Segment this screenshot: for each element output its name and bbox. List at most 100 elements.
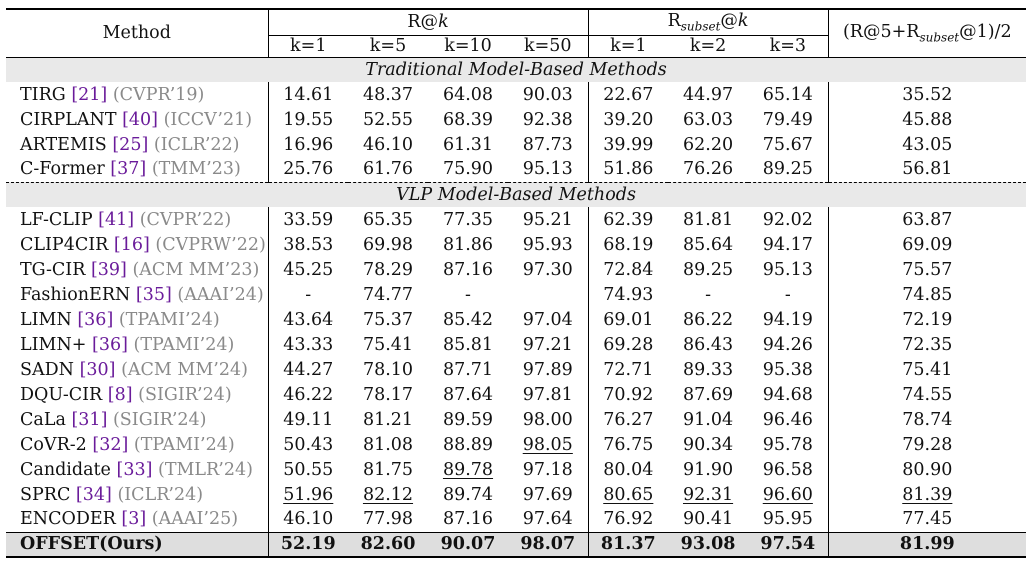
value-text: 72.71 [603, 359, 654, 380]
value-cell: 62.39 [587, 207, 669, 232]
venue-label: (ACM MM’23) [132, 259, 260, 280]
value-cell: 82.60 [348, 531, 428, 558]
value-text: 85.42 [442, 309, 494, 330]
value-text: 72.84 [603, 259, 654, 280]
value-text: 96.46 [762, 409, 813, 430]
citation-link[interactable]: [36] [92, 334, 128, 355]
venue-label: (TPAMI’24) [118, 309, 220, 330]
value-cell: 44.97 [668, 82, 748, 107]
value-text: 88.89 [442, 434, 494, 455]
citation-link[interactable]: [30] [79, 359, 116, 380]
citation-link[interactable]: [35] [135, 284, 172, 305]
citation-link[interactable]: [41] [98, 209, 135, 230]
method-name: TG-CIR [20, 259, 86, 280]
value-text: 51.86 [603, 159, 654, 180]
value-text: 75.57 [902, 259, 953, 280]
value-text: 70.92 [603, 384, 654, 405]
venue-label: (CVPR’22) [139, 209, 232, 230]
venue-label: (AAAI’24) [177, 284, 264, 305]
method-name: CLIP4CIR [20, 234, 109, 255]
citation-link[interactable]: [34] [75, 484, 112, 505]
value-cell: 61.76 [348, 157, 428, 182]
citation-link[interactable]: [3] [121, 509, 147, 530]
citation-link[interactable]: [32] [92, 434, 129, 455]
value-text: 74.85 [902, 284, 953, 305]
value-text: 92.38 [522, 109, 573, 130]
value-cell: 85.81 [428, 332, 508, 357]
value-text: 44.97 [682, 84, 734, 105]
value-cell: 76.75 [587, 432, 669, 457]
value-cell: 97.64 [508, 507, 588, 532]
citation-link[interactable]: [21] [71, 84, 108, 105]
value-cell: 89.59 [428, 407, 508, 432]
value-cell: 81.37 [587, 531, 669, 558]
value-cell: 94.17 [748, 232, 829, 257]
value-cell: 97.18 [508, 457, 588, 482]
value-cell: 95.21 [508, 207, 588, 232]
citation-link[interactable]: [39] [90, 259, 127, 280]
method-name: ENCODER [20, 509, 116, 530]
subheader-r-col: k=10 [428, 34, 508, 58]
value-cell: 91.04 [668, 407, 748, 432]
method-name: CIRPLANT [20, 109, 117, 130]
value-cell: 97.30 [508, 257, 588, 282]
value-text: 94.26 [762, 334, 813, 355]
value-cell: 81.08 [348, 432, 428, 457]
value-text: 98.07 [520, 534, 576, 555]
citation-link[interactable]: [31] [71, 409, 108, 430]
table-row: TG-CIR [39] (ACM MM’23) 45.25 78.29 87.16 97… [6, 257, 1026, 282]
value-cell: 56.81 [828, 157, 1026, 182]
value-cell: 94.68 [748, 382, 829, 407]
value-text: 82.60 [360, 534, 416, 555]
value-text: 74.77 [362, 284, 414, 305]
value-text: 82.12 [362, 484, 414, 505]
value-cell: 82.12 [348, 482, 428, 507]
value-cell: 50.43 [268, 432, 348, 457]
method-cell: LIMN [36] (TPAMI’24) [6, 307, 269, 332]
citation-link[interactable]: [40] [122, 109, 159, 130]
table-row: FashionERN [35] (AAAI’24) - 74.77 - 74.93 - - 7… [6, 282, 1026, 307]
value-cell: 65.35 [348, 207, 428, 232]
value-text: 43.64 [283, 309, 334, 330]
citation-link[interactable]: [36] [77, 309, 114, 330]
value-cell: 81.99 [828, 531, 1027, 558]
value-cell: 74.85 [828, 282, 1026, 307]
value-cell: 85.42 [428, 307, 508, 332]
value-text: 75.41 [902, 359, 953, 380]
value-text: 97.89 [522, 359, 573, 380]
value-cell: 97.69 [508, 482, 588, 507]
value-text: 95.38 [762, 359, 813, 380]
value-text: 72.19 [902, 309, 953, 330]
table-row: CIRPLANT [40] (ICCV’21) 19.55 52.55 68.39 92… [6, 107, 1026, 132]
value-cell: 81.21 [348, 407, 428, 432]
method-cell: FashionERN [35] (AAAI’24) [6, 282, 269, 307]
venue-label: (TMLR’24) [158, 459, 253, 480]
value-cell: 48.37 [348, 82, 428, 107]
value-text: 97.30 [522, 259, 573, 280]
citation-link[interactable]: [33] [116, 459, 153, 480]
method-name: DQU-CIR [20, 384, 103, 405]
value-cell: 77.45 [828, 507, 1026, 532]
citation-link[interactable]: [37] [110, 159, 147, 180]
value-text: 91.90 [682, 459, 734, 480]
value-text: 45.25 [283, 259, 334, 280]
value-cell: 75.41 [348, 332, 428, 357]
value-text: 98.00 [522, 409, 573, 430]
value-text: 79.28 [902, 434, 953, 455]
value-cell: 63.03 [668, 107, 748, 132]
value-text: 63.87 [902, 209, 953, 230]
value-cell: 62.20 [668, 132, 748, 157]
citation-link[interactable]: [25] [112, 134, 149, 155]
value-text: 94.17 [762, 234, 813, 255]
value-text: 79.49 [762, 109, 813, 130]
value-cell: 74.77 [348, 282, 428, 307]
value-cell: 97.04 [508, 307, 588, 332]
value-text: 97.18 [522, 459, 573, 480]
value-cell: 72.35 [828, 332, 1026, 357]
value-text: 95.95 [762, 509, 813, 530]
value-cell: 63.87 [828, 207, 1026, 232]
citation-link[interactable]: [16] [113, 234, 150, 255]
table-row: ENCODER [3] (AAAI’25) 46.10 77.98 87.16 97.6… [6, 507, 1026, 532]
value-cell: 35.52 [828, 82, 1026, 107]
citation-link[interactable]: [8] [107, 384, 133, 405]
